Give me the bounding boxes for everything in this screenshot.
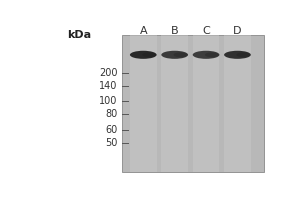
Text: 200: 200 — [99, 68, 118, 78]
Text: A: A — [140, 26, 147, 36]
Ellipse shape — [224, 51, 251, 59]
Text: kDa: kDa — [67, 30, 92, 40]
Ellipse shape — [142, 52, 156, 57]
FancyBboxPatch shape — [161, 35, 188, 172]
Text: B: B — [171, 26, 178, 36]
Ellipse shape — [193, 51, 219, 59]
Ellipse shape — [205, 52, 219, 57]
Text: 80: 80 — [106, 109, 118, 119]
Text: 50: 50 — [105, 138, 118, 148]
Ellipse shape — [161, 51, 188, 59]
Text: D: D — [233, 26, 242, 36]
Text: 140: 140 — [99, 81, 118, 91]
FancyBboxPatch shape — [193, 35, 219, 172]
Text: C: C — [202, 26, 210, 36]
Ellipse shape — [173, 52, 188, 57]
Text: 100: 100 — [99, 96, 118, 106]
Text: 60: 60 — [106, 125, 118, 135]
Ellipse shape — [130, 51, 157, 59]
Ellipse shape — [236, 52, 250, 57]
FancyBboxPatch shape — [130, 35, 157, 172]
FancyBboxPatch shape — [122, 35, 264, 172]
FancyBboxPatch shape — [224, 35, 251, 172]
